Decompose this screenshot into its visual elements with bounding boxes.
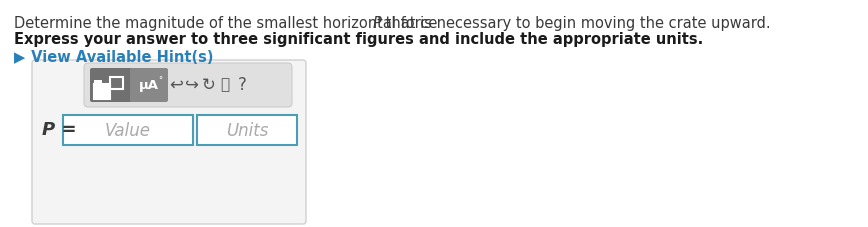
Text: μA: μA	[139, 78, 159, 91]
FancyBboxPatch shape	[94, 85, 110, 100]
Text: ↪: ↪	[185, 76, 199, 94]
Text: ▶: ▶	[14, 50, 25, 65]
FancyBboxPatch shape	[90, 69, 132, 103]
FancyBboxPatch shape	[94, 81, 102, 88]
FancyBboxPatch shape	[110, 78, 123, 90]
Bar	[197, 116, 297, 145]
Text: P =: P =	[42, 121, 76, 138]
Text: View Available Hint(s): View Available Hint(s)	[26, 50, 214, 65]
Text: Express your answer to three significant figures and include the appropriate uni: Express your answer to three significant…	[14, 32, 703, 47]
Text: ?: ?	[238, 76, 247, 94]
Text: Units: Units	[226, 121, 268, 139]
Text: Determine the magnitude of the smallest horizontal force: Determine the magnitude of the smallest …	[14, 16, 442, 31]
Text: P: P	[373, 16, 382, 31]
Text: ↩: ↩	[169, 76, 183, 94]
FancyBboxPatch shape	[84, 64, 292, 108]
Bar	[63, 116, 193, 145]
Text: ⌹: ⌹	[220, 77, 229, 92]
Text: ↻: ↻	[202, 76, 216, 94]
FancyBboxPatch shape	[130, 69, 168, 103]
FancyBboxPatch shape	[32, 61, 306, 224]
Text: °: °	[158, 76, 162, 85]
Text: that is necessary to begin moving the crate upward.: that is necessary to begin moving the cr…	[381, 16, 771, 31]
Text: Value: Value	[105, 121, 151, 139]
